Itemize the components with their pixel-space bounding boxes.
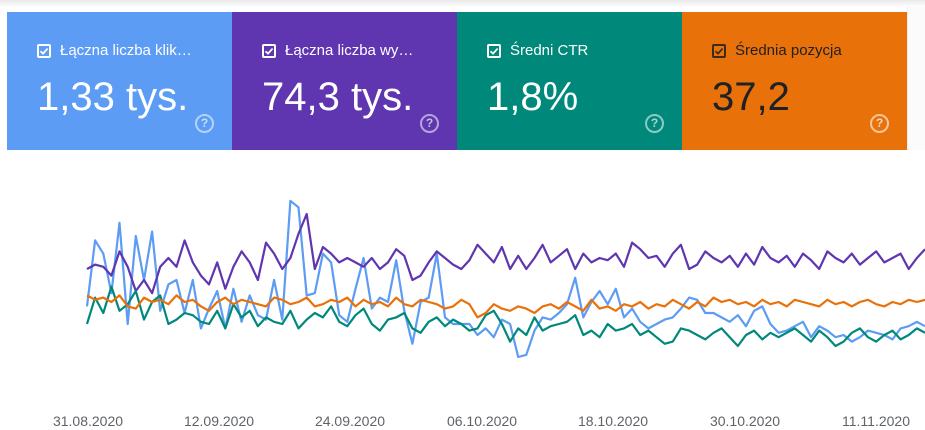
x-tick-label: 30.10.2020 — [710, 413, 780, 429]
metric-value: 37,2 — [712, 75, 790, 119]
series-line-2 — [86, 212, 925, 295]
x-tick-label: 18.10.2020 — [578, 413, 648, 429]
x-tick-label: 31.08.2020 — [53, 413, 123, 429]
help-circle-icon[interactable]: ? — [870, 114, 889, 133]
x-tick-label: 06.10.2020 — [447, 413, 517, 429]
metric-label: Łączna liczba wy… — [285, 42, 414, 59]
next-card-edge — [907, 7, 925, 150]
metric-card-total-impressions[interactable]: Łączna liczba wy… 74,3 tys. ? — [232, 12, 457, 150]
metric-card-header: Łączna liczba wy… — [262, 42, 413, 59]
metric-value: 74,3 tys. — [262, 75, 414, 119]
performance-chart[interactable]: 31.08.2020 12.09.2020 24.09.2020 06.10.2020… — [0, 150, 925, 430]
metric-card-average-ctr[interactable]: Średni CTR 1,8% ? — [457, 12, 682, 150]
metric-card-header: Średni CTR — [487, 42, 588, 59]
top-shadow — [0, 0, 925, 7]
help-circle-icon[interactable]: ? — [645, 114, 664, 133]
help-circle-icon[interactable]: ? — [420, 114, 439, 133]
checkbox-checked-icon[interactable] — [262, 43, 276, 58]
checkbox-checked-icon[interactable] — [37, 43, 51, 58]
x-tick-label: 12.09.2020 — [184, 413, 254, 429]
metric-value: 1,33 tys. — [37, 75, 189, 119]
help-circle-icon[interactable]: ? — [195, 114, 214, 133]
metric-label: Łączna liczba klik… — [60, 42, 192, 59]
metric-card-header: Średnia pozycja — [712, 42, 842, 59]
line-chart-svg[interactable]: 31.08.2020 12.09.2020 24.09.2020 06.10.2020… — [0, 150, 925, 430]
checkbox-checked-icon[interactable] — [712, 43, 726, 58]
x-tick-label: 11.11.2020 — [842, 413, 910, 429]
metric-label: Średnia pozycja — [735, 42, 842, 59]
series-line-3 — [85, 285, 925, 348]
metric-label: Średni CTR — [510, 42, 589, 59]
series-line-4 — [86, 294, 925, 319]
metric-value: 1,8% — [487, 75, 579, 119]
metric-card-header: Łączna liczba klik… — [37, 42, 192, 59]
metric-card-average-position[interactable]: Średnia pozycja 37,2 ? — [682, 12, 907, 150]
metric-card-total-clicks[interactable]: Łączna liczba klik… 1,33 tys. ? — [7, 12, 232, 150]
metric-cards: Łączna liczba klik… 1,33 tys. ? Łączna l… — [7, 12, 907, 150]
x-tick-label: 24.09.2020 — [315, 413, 385, 429]
checkbox-checked-icon[interactable] — [487, 43, 501, 58]
